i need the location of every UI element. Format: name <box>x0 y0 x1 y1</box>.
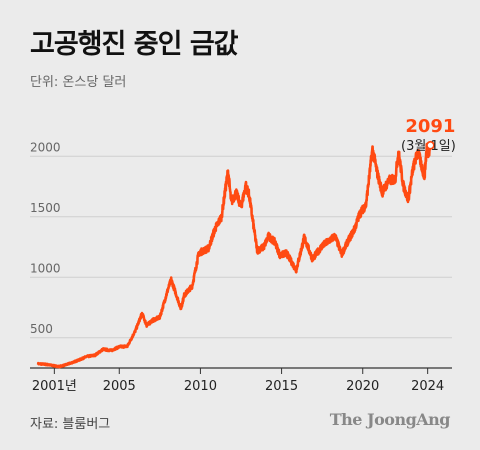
series-line <box>36 142 432 369</box>
y-tick-1500: 1500 <box>30 201 61 215</box>
latest-price-value: 2091 <box>405 116 455 137</box>
latest-price-annotation: 2091 (3월 1일) <box>401 116 456 154</box>
source-label: 자료: 블룸버그 <box>30 417 111 432</box>
grid-lines <box>30 155 452 339</box>
x-tick-2010: 2010 <box>184 379 217 394</box>
price-series <box>36 142 432 369</box>
x-axis: 2001년 2005 2010 2015 2020 2024 <box>30 367 452 394</box>
x-tick-2005: 2005 <box>103 379 136 394</box>
x-tick-2020: 2020 <box>346 379 379 394</box>
x-tick-2024: 2024 <box>411 379 444 394</box>
y-tick-500: 500 <box>30 322 53 336</box>
x-tick-2001: 2001년 <box>32 379 77 394</box>
x-tick-2015: 2015 <box>265 379 298 394</box>
y-tick-1000: 1000 <box>30 261 61 275</box>
chart-title: 고공행진 중인 금값 <box>30 29 239 60</box>
latest-price-date: (3월 1일) <box>401 139 456 154</box>
y-tick-2000: 2000 <box>30 140 61 154</box>
latest-price-marker <box>426 140 435 150</box>
y-axis-ticks: 500 1000 1500 2000 <box>30 140 61 335</box>
unit-label: 단위: 온스당 달러 <box>30 75 127 90</box>
publisher-logo: The JoongAng <box>329 410 451 429</box>
